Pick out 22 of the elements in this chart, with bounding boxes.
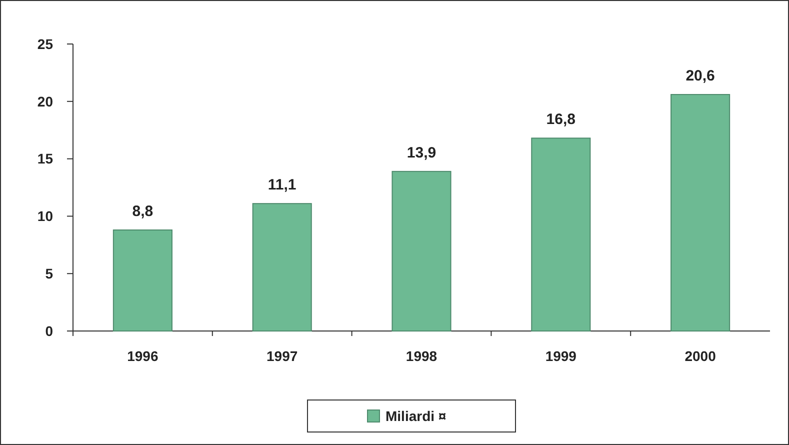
y-tick-label: 10 (37, 208, 54, 224)
data-label: 16,8 (546, 111, 576, 128)
y-tick-label: 20 (37, 93, 54, 110)
bar (531, 138, 591, 332)
x-tick-label: 1996 (127, 348, 158, 364)
bar (392, 170, 452, 332)
x-tick-label: 2000 (684, 348, 716, 364)
bar (670, 94, 730, 332)
y-tick-label: 25 (37, 36, 54, 52)
bar (252, 203, 312, 332)
data-label: 8,8 (132, 202, 154, 220)
bar (112, 229, 172, 332)
x-tick-label: 1998 (406, 348, 438, 364)
data-label: 11,1 (268, 176, 296, 194)
y-tick-label: 15 (37, 150, 54, 167)
y-tick-label: 5 (45, 266, 54, 282)
legend-label: Miliardi ¤ (386, 408, 446, 424)
y-tick-label: 0 (45, 322, 54, 339)
data-label: 13,9 (406, 144, 436, 162)
x-tick-label: 1997 (266, 348, 298, 364)
x-tick-label: 1999 (545, 348, 577, 364)
data-label: 20,6 (686, 68, 715, 85)
